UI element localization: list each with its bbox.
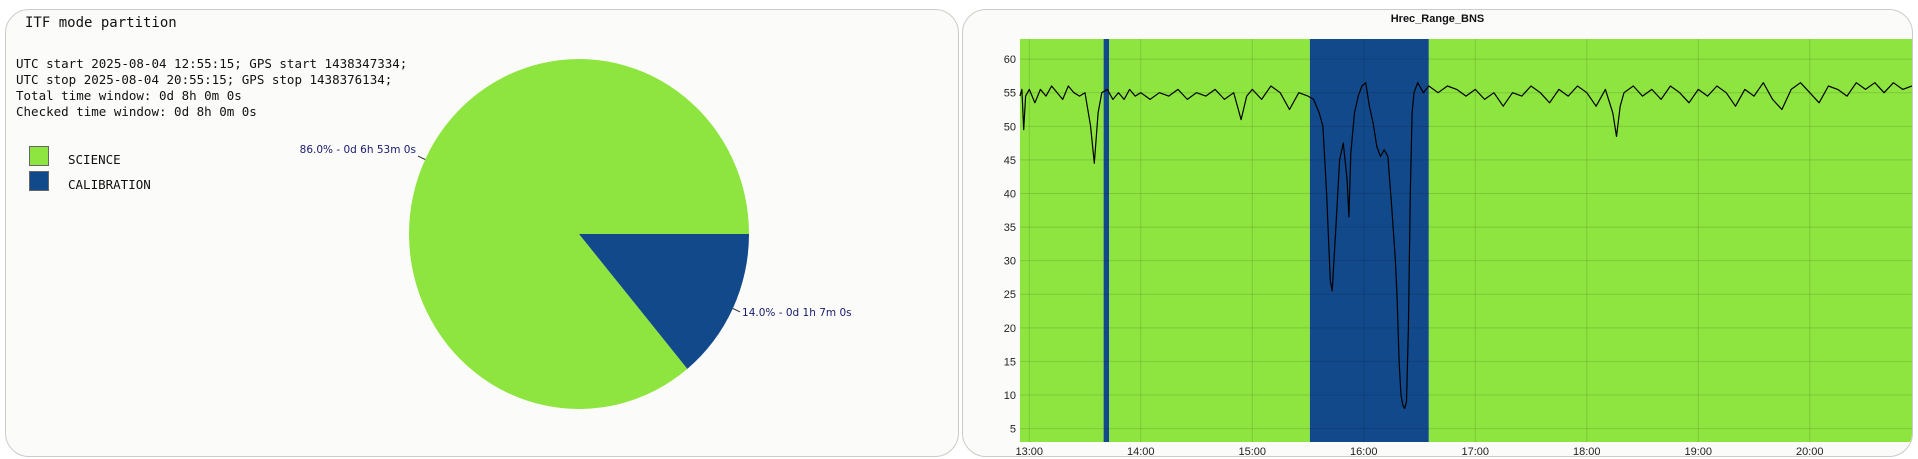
x-tick-label: 14:00 <box>1127 446 1155 457</box>
y-tick-label: 30 <box>1004 256 1016 268</box>
band-science-4 <box>1428 39 1912 442</box>
pie-leader-calibration <box>732 308 741 313</box>
band-science-0 <box>1020 39 1104 442</box>
info-total-window: Total time window: 0d 8h 0m 0s <box>16 88 242 103</box>
x-tick-label: 15:00 <box>1239 446 1267 457</box>
legend-label-calibration: CALIBRATION <box>68 177 151 192</box>
hrec-range-panel: Hrec_Range_BNS 5 10 15 20 25 30 35 40 45 50 55 60 13… <box>962 9 1913 457</box>
mode-partition-panel: ITF mode partition UTC start 2025-08-04 … <box>5 9 959 457</box>
x-tick-label: 18:00 <box>1573 446 1601 457</box>
y-tick-label: 55 <box>1004 88 1016 100</box>
pie-panel-title: ITF mode partition <box>25 15 177 31</box>
pie-slice-calibration <box>579 234 749 369</box>
pie-slice-science <box>409 58 749 409</box>
legend-swatch-science <box>29 146 49 166</box>
legend-swatch-calibration <box>29 171 49 191</box>
pie-label-calibration: 14.0% - 0d 1h 7m 0s <box>742 307 852 319</box>
timeseries-title: Hrec_Range_BNS <box>1390 13 1485 25</box>
info-utc-stop: UTC stop 2025-08-04 20:55:15; GPS stop 1… <box>16 72 393 87</box>
y-tick-label: 20 <box>1004 323 1016 335</box>
pie-leader-science <box>417 155 426 160</box>
pie-chart: 86.0% - 0d 6h 53m 0s 14.0% - 0d 1h 7m 0s <box>300 58 852 409</box>
hrec-range-line <box>1019 82 1912 409</box>
x-tick-label: 17:00 <box>1462 446 1490 457</box>
info-utc-start: UTC start 2025-08-04 12:55:15; GPS start… <box>16 56 408 71</box>
legend-label-science: SCIENCE <box>68 152 121 167</box>
x-tick-label: 13:00 <box>1016 446 1044 457</box>
band-science-2 <box>1109 39 1310 442</box>
pie-label-science: 86.0% - 0d 6h 53m 0s <box>300 144 416 156</box>
y-tick-label: 35 <box>1004 222 1016 234</box>
band-calibration-1 <box>1103 39 1110 442</box>
y-tick-label: 10 <box>1004 390 1016 402</box>
x-tick-label: 16:00 <box>1350 446 1378 457</box>
y-tick-label: 25 <box>1004 289 1016 301</box>
y-tick-label: 50 <box>1004 121 1016 133</box>
band-calibration-3 <box>1309 39 1429 442</box>
info-checked-window: Checked time window: 0d 8h 0m 0s <box>16 104 257 119</box>
y-tick-label: 40 <box>1004 188 1016 200</box>
y-tick-label: 45 <box>1004 155 1016 167</box>
x-tick-label: 19:00 <box>1685 446 1713 457</box>
y-tick-label: 15 <box>1004 356 1016 368</box>
timeseries-chart: 5 10 15 20 25 30 35 40 45 50 55 60 13:00 14:00 15:00 16… <box>1004 39 1912 457</box>
x-tick-label: 20:00 <box>1796 446 1824 457</box>
y-tick-label: 5 <box>1010 424 1016 436</box>
y-tick-label: 60 <box>1004 54 1016 66</box>
